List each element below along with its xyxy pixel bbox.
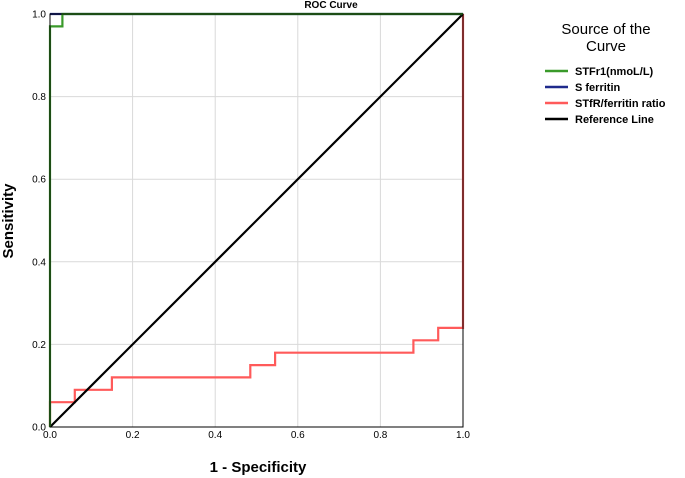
x-axis-title: 1 - Specificity [210,459,307,476]
legend-label: STfR/ferritin ratio [575,98,666,110]
x-tick-label: 0.8 [373,430,387,441]
legend-label: STFr1(nmoL/L) [575,66,654,78]
legend: Source of the Curve STFr1(nmoL/L) S ferri… [545,21,666,126]
legend-item-stfr1-nmol-l: STFr1(nmoL/L) [545,66,654,78]
legend-label: S ferritin [575,82,621,94]
y-tick-label: 1.0 [32,10,46,21]
grid-lines [50,14,463,427]
y-tick-label: 0.2 [32,340,46,351]
series-line-reference-line [49,13,464,428]
series-lines [48,12,465,428]
legend-title-line-1: Source of the [561,21,650,38]
legend-label: Reference Line [575,114,654,126]
x-tick-label: 0.2 [126,430,140,441]
series-line-stfr-ferritin-ratio [48,14,465,427]
x-tick-label: 1.0 [456,430,470,441]
y-tick-label: 0.6 [32,175,46,186]
x-tick-label: 0.0 [43,430,57,441]
x-tick-label: 0.4 [208,430,222,441]
x-tick-label: 0.6 [291,430,305,441]
chart-title: ROC Curve [304,0,358,11]
plot-frame [49,13,464,428]
legend-item-stfr-ferritin-ratio: STfR/ferritin ratio [545,98,666,110]
legend-title-line-2: Curve [586,38,626,55]
axis-ticks: 0.0 0.2 0.4 0.6 0.8 1.0 0.0 0.2 0.4 0.6 0.8 1.0 [32,10,470,442]
legend-item-reference-line: Reference Line [545,114,654,126]
y-tick-label: 0.8 [32,92,46,103]
y-tick-label: 0.0 [32,423,46,434]
legend-item-s-ferritin: S ferritin [545,82,621,94]
y-axis-title: Sensitivity [0,183,17,259]
y-tick-label: 0.4 [32,257,46,268]
